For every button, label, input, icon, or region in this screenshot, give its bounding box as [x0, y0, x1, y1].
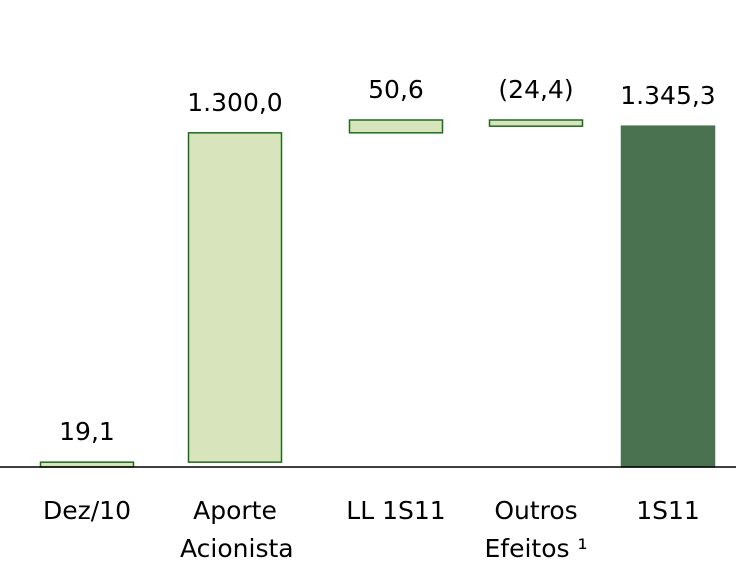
x-tick-label: Dez/10: [43, 496, 131, 525]
bar: [488, 119, 584, 127]
value-label: 1.345,3: [620, 81, 715, 110]
value-label: (24,4): [498, 75, 573, 104]
value-label: 1.300,0: [187, 88, 282, 117]
x-tick-label: 1S11: [636, 496, 700, 525]
bar: [620, 125, 716, 468]
x-tick-label: LL 1S11: [346, 496, 446, 525]
bar: [187, 132, 283, 463]
value-label: 50,6: [368, 75, 424, 104]
x-tick-label: Outros Efeitos ¹: [484, 496, 588, 563]
value-label: 19,1: [59, 417, 115, 446]
x-tick-label: Aporte Acionista: [180, 496, 294, 563]
bar: [348, 119, 444, 134]
